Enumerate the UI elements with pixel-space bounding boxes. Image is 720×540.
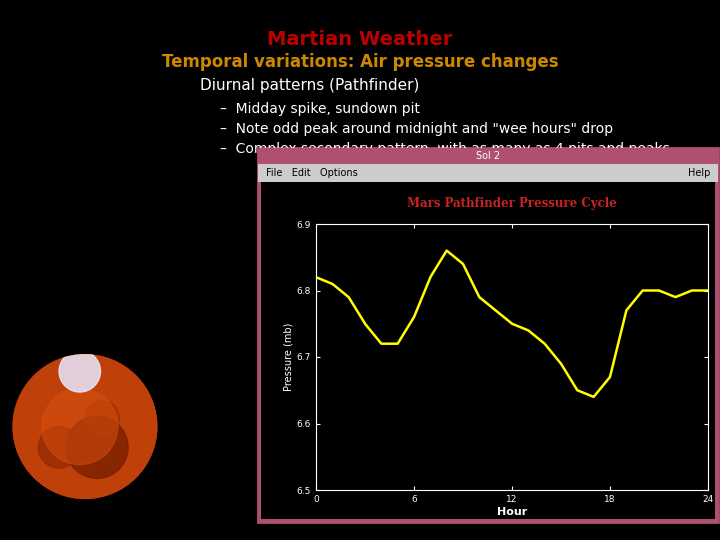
Circle shape bbox=[66, 416, 128, 478]
Circle shape bbox=[59, 350, 101, 392]
Circle shape bbox=[38, 427, 80, 468]
Text: Martian Weather: Martian Weather bbox=[267, 30, 453, 49]
Text: Diurnal patterns (Pathfinder): Diurnal patterns (Pathfinder) bbox=[200, 78, 419, 93]
Text: Temporal variations: Air pressure changes: Temporal variations: Air pressure change… bbox=[162, 53, 558, 71]
Y-axis label: Pressure (mb): Pressure (mb) bbox=[284, 323, 294, 391]
Bar bbox=[258, 164, 718, 182]
Circle shape bbox=[85, 401, 120, 435]
Text: Help: Help bbox=[688, 168, 710, 178]
Circle shape bbox=[12, 354, 158, 499]
Text: File   Edit   Options: File Edit Options bbox=[266, 168, 358, 178]
Circle shape bbox=[42, 389, 118, 464]
Text: –  Note odd peak around midnight and "wee hours" drop: – Note odd peak around midnight and "wee… bbox=[220, 122, 613, 136]
Bar bbox=[258, 148, 718, 164]
Text: Mars Pathfinder Pressure Cycle: Mars Pathfinder Pressure Cycle bbox=[407, 197, 617, 210]
Text: –  Midday spike, sundown pit: – Midday spike, sundown pit bbox=[220, 102, 420, 116]
X-axis label: Hour: Hour bbox=[497, 507, 527, 517]
Bar bbox=[261, 182, 715, 519]
Bar bbox=[258, 148, 718, 522]
Text: Sol 2: Sol 2 bbox=[476, 151, 500, 161]
Text: –  Complex secondary pattern, with as many as 4 pits and peaks: – Complex secondary pattern, with as man… bbox=[220, 142, 670, 156]
